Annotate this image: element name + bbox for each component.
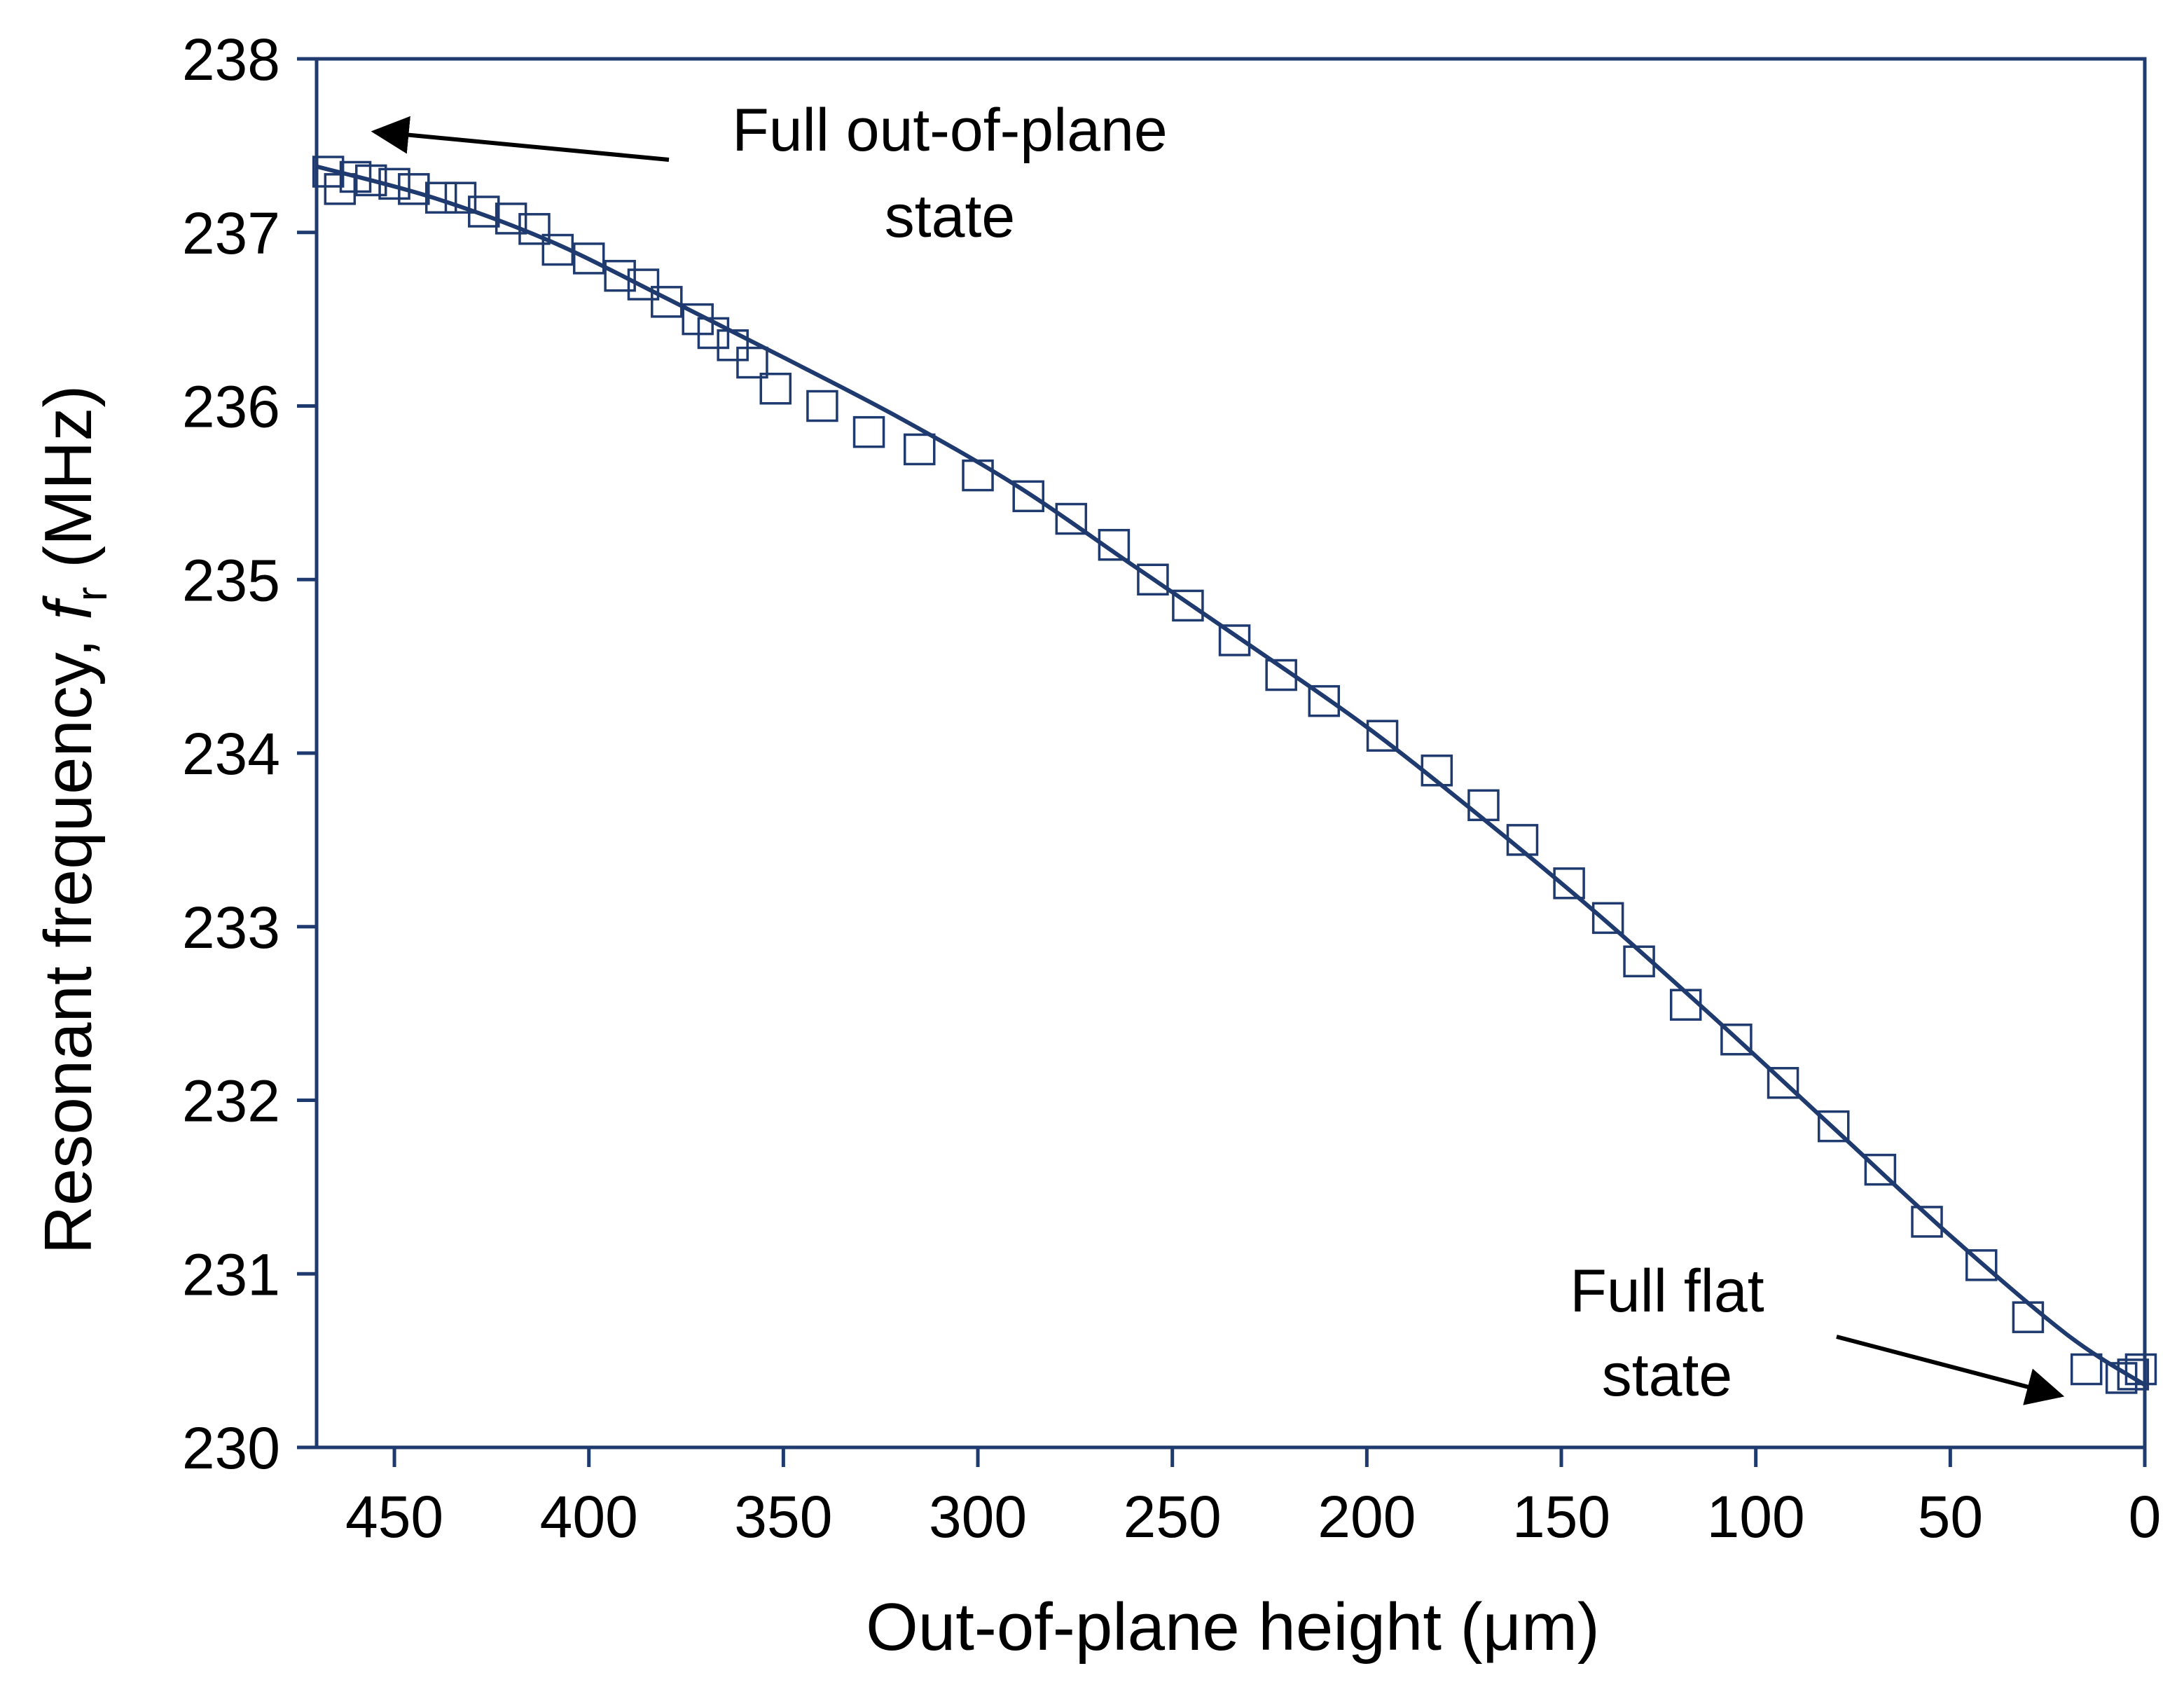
data-point	[424, 181, 457, 214]
data-point	[1012, 480, 1044, 513]
x-tick-label: 450	[345, 1484, 443, 1550]
y-tick-label: 231	[182, 1241, 280, 1307]
data-point	[2070, 1353, 2103, 1386]
x-tick-label: 350	[734, 1484, 832, 1550]
x-tick-label: 300	[929, 1484, 1027, 1550]
data-point	[1172, 589, 1204, 622]
data-point	[1623, 945, 1655, 978]
data-point	[2012, 1301, 2045, 1333]
data-point	[1098, 528, 1131, 561]
annotation-text-flat-line1: Full flat	[1570, 1258, 1764, 1325]
data-point	[312, 156, 345, 188]
x-tick-label: 0	[2129, 1484, 2162, 1550]
data-point	[2117, 1358, 2150, 1391]
data-point	[1055, 502, 1088, 535]
data-point	[1218, 624, 1251, 656]
data-point	[903, 433, 936, 466]
data-point	[1553, 867, 1585, 900]
data-point	[1265, 659, 1297, 691]
data-point	[1137, 563, 1169, 595]
y-tick-label: 238	[182, 27, 280, 92]
data-point	[518, 213, 551, 245]
data-point	[806, 390, 838, 422]
annotation-text-out-of-plane-line1: Full out-of-plane	[732, 97, 1167, 164]
data-point	[541, 233, 574, 266]
x-axis-title: Out-of-plane height (μm)	[866, 1590, 1600, 1665]
x-axis-ticks	[392, 1447, 2147, 1467]
data-point	[697, 317, 730, 350]
data-point	[1720, 1024, 1753, 1056]
data-point	[717, 329, 749, 361]
data-point	[1591, 902, 1624, 935]
data-point	[495, 202, 527, 235]
x-tick-label: 100	[1707, 1484, 1805, 1550]
data-point	[962, 459, 994, 492]
y-axis-ticks	[297, 57, 317, 1449]
y-axis-title-subscript: r	[68, 587, 116, 602]
data-point	[354, 164, 387, 197]
y-tick-label: 235	[182, 547, 280, 613]
annotation-arrow-flat	[1836, 1335, 2065, 1405]
data-point	[627, 268, 660, 301]
y-axis-title: Resonant frequency, fr (MHz)	[31, 385, 116, 1255]
y-tick-label: 233	[182, 895, 280, 960]
x-tick-label: 150	[1512, 1484, 1610, 1550]
annotation-arrow-out-of-plane	[371, 116, 670, 162]
y-tick-label: 236	[182, 374, 280, 440]
fit-line	[316, 164, 2146, 1387]
data-point	[1669, 989, 1702, 1021]
data-point	[2124, 1353, 2157, 1386]
data-point	[572, 242, 605, 275]
x-tick-label: 50	[1918, 1484, 1983, 1550]
plot-frame	[315, 57, 2147, 1449]
y-axis-title-main: Resonant frequency,	[31, 620, 106, 1254]
data-point	[2105, 1362, 2138, 1394]
y-axis-tick-labels: 230 231 232 233 234 235 236 237 238	[182, 27, 280, 1481]
annotation-flat: Full flat state	[1570, 1258, 2065, 1409]
y-tick-label: 230	[182, 1415, 280, 1481]
x-tick-label: 250	[1124, 1484, 1222, 1550]
annotation-text-flat-line2: state	[1602, 1342, 1732, 1409]
y-tick-label: 234	[182, 721, 280, 787]
data-point	[759, 372, 792, 405]
y-tick-label: 237	[182, 200, 280, 266]
data-point	[398, 173, 430, 205]
data-point	[1817, 1110, 1850, 1143]
x-tick-label: 200	[1318, 1484, 1416, 1550]
data-point	[1864, 1153, 1897, 1186]
data-point	[1767, 1066, 1799, 1099]
data-point	[378, 167, 410, 200]
data-point	[736, 346, 768, 379]
x-axis-tick-labels: 450 400 350 300 250 200 150 100 50 0	[345, 1484, 2161, 1550]
annotation-text-out-of-plane-line2: state	[885, 183, 1015, 250]
data-point	[1911, 1206, 1943, 1238]
y-tick-label: 232	[182, 1068, 280, 1134]
data-point	[468, 195, 500, 228]
data-markers	[312, 156, 2157, 1394]
data-point	[852, 415, 885, 448]
data-point	[604, 259, 636, 292]
data-point	[1421, 755, 1453, 787]
data-point	[1366, 719, 1399, 752]
data-point	[1506, 824, 1539, 856]
data-point	[1308, 684, 1341, 717]
data-point	[1467, 789, 1500, 822]
data-point	[1965, 1249, 1998, 1281]
annotation-out-of-plane: Full out-of-plane state	[371, 97, 1168, 250]
x-tick-label: 400	[540, 1484, 638, 1550]
y-axis-title-unit: (MHz)	[31, 385, 106, 587]
data-point	[651, 286, 683, 318]
